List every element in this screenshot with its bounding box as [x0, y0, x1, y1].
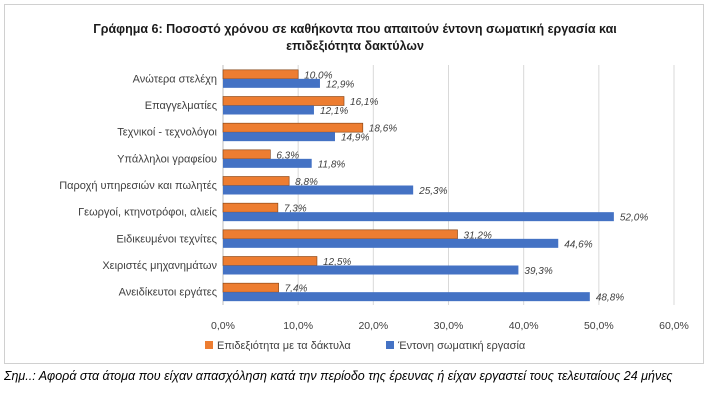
legend-label: Επιδεξιότητα με τα δάκτυλα: [217, 340, 351, 352]
footnote: Σημ..: Αφορά στα άτομα που είχαν απασχόλ…: [4, 369, 673, 383]
category-label: Χειριστές μηχανημάτων: [102, 260, 217, 272]
bar-physical: [223, 158, 312, 168]
x-tick-label: 0,0%: [211, 320, 235, 332]
data-label: 10,0%: [304, 70, 332, 81]
x-tick-label: 50,0%: [584, 320, 614, 332]
data-label: 11,8%: [318, 159, 346, 170]
data-label: 52,0%: [620, 213, 648, 224]
category-label: Υπάλληλοι γραφείου: [117, 153, 217, 165]
bar-dexterity: [222, 202, 279, 213]
data-label: 7,4%: [285, 284, 308, 295]
data-label: 39,3%: [524, 266, 552, 277]
legend-label: Έντονη σωματική εργασία: [397, 340, 526, 352]
data-label: 12,9%: [326, 79, 354, 90]
chart-title-line-2: επιδεξιότητα δακτύλων: [286, 39, 424, 53]
bar-physical: [223, 105, 314, 115]
data-label: 6,3%: [276, 150, 299, 161]
chart-title-line-1: Γράφημα 6: Ποσοστό χρόνου σε καθήκοντα π…: [93, 22, 617, 36]
category-label: Τεχνικοί - τεχνολόγοι: [117, 127, 217, 139]
bar-dexterity: [222, 282, 279, 293]
data-label: 12,5%: [323, 257, 351, 268]
chart-title: Γράφημα 6: Ποσοστό χρόνου σε καθήκοντα π…: [5, 21, 705, 55]
data-label: 31,2%: [464, 230, 492, 241]
data-label: 48,8%: [596, 293, 624, 304]
category-label: Επαγγελματίες: [145, 100, 217, 112]
data-label: 25,3%: [418, 186, 447, 197]
x-tick-label: 30,0%: [434, 320, 464, 332]
x-tick-label: 20,0%: [358, 320, 388, 332]
data-label: 7,3%: [284, 204, 307, 215]
bar-dexterity: [222, 176, 290, 186]
legend-swatch: [386, 341, 394, 349]
category-label: Παροχή υπηρεσιών και πωλητές: [59, 180, 217, 192]
x-tick-label: 60,0%: [659, 320, 689, 332]
x-tick-label: 10,0%: [283, 320, 313, 332]
chart-frame: Γράφημα 6: Ποσοστό χρόνου σε καθήκοντα π…: [4, 4, 704, 364]
bar-physical: [223, 265, 519, 275]
data-label: 18,6%: [369, 124, 397, 135]
bar-physical: [223, 78, 320, 88]
data-label: 16,1%: [350, 97, 378, 108]
bar-physical: [223, 132, 335, 142]
category-label: Ειδικευμένοι τεχνίτες: [116, 233, 217, 245]
bar-dexterity: [222, 69, 299, 80]
bar-physical: [223, 185, 414, 195]
data-label: 44,6%: [564, 239, 592, 250]
x-tick-label: 40,0%: [509, 320, 539, 332]
bar-physical: [223, 292, 590, 302]
bar-dexterity: [222, 256, 318, 266]
bar-dexterity: [222, 96, 345, 106]
bar-physical: [223, 238, 559, 248]
bar-chart: 0,0% 10,0% 20,0% 30,0% 40,0% 50,0% 60,0% Ανώτερ…: [59, 65, 689, 352]
data-label: 12,1%: [320, 106, 348, 117]
bar-dexterity: [222, 149, 271, 160]
category-label: Γεωργοί, κτηνοτρόφοι, αλιείς: [78, 207, 217, 219]
data-label: 8,8%: [295, 177, 318, 188]
bar-dexterity: [222, 229, 458, 240]
legend-swatch: [205, 341, 213, 349]
bar-physical: [223, 212, 614, 222]
category-label: Ανειδίκευτοι εργάτες: [119, 287, 217, 299]
category-label: Ανώτερα στελέχη: [133, 73, 217, 85]
bar-dexterity: [222, 122, 364, 133]
data-label: 14,9%: [341, 133, 369, 144]
